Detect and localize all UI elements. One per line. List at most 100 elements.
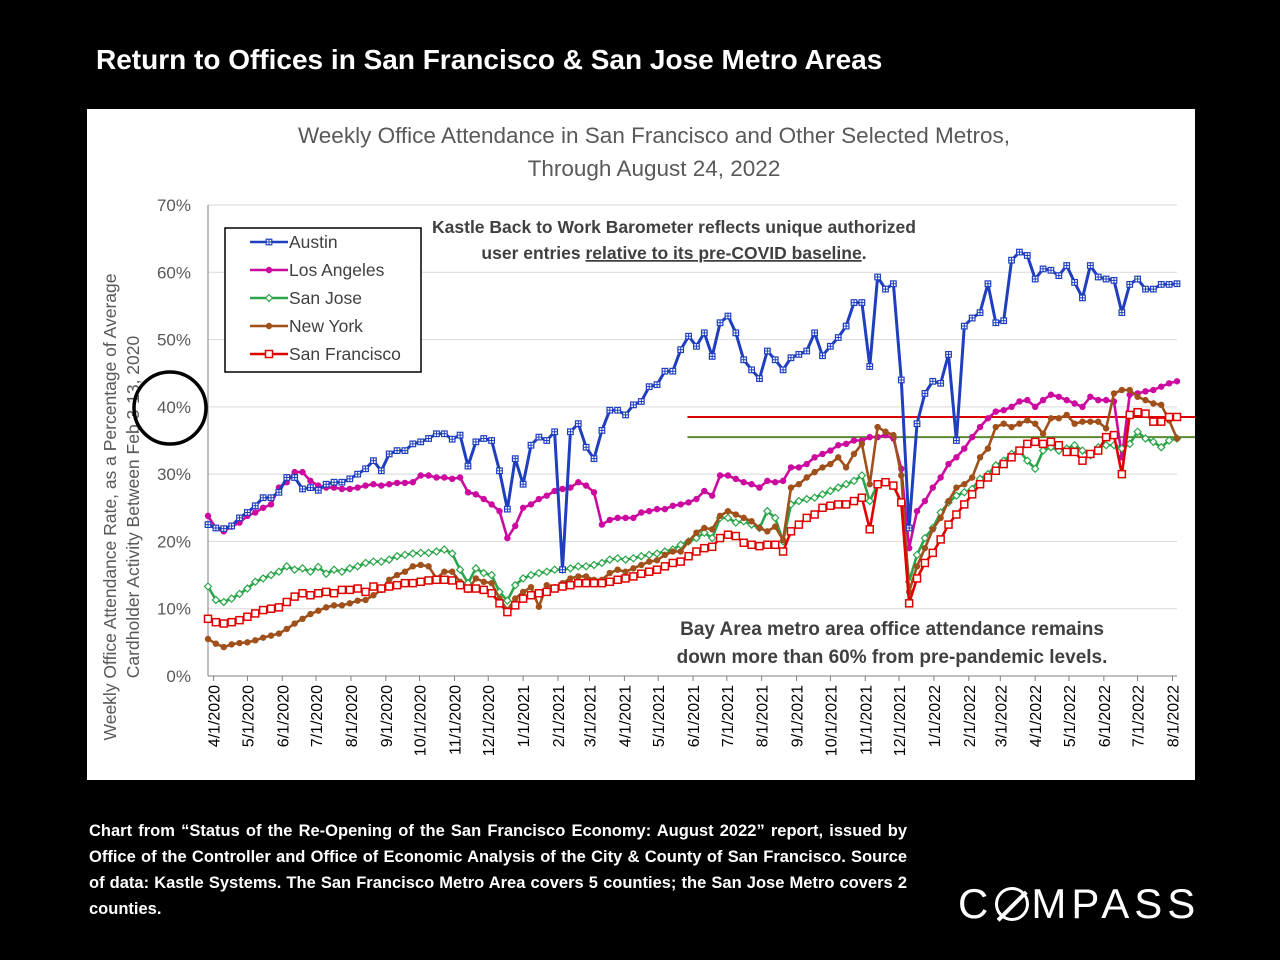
data-point-marker [330,484,338,491]
data-point-marker [953,454,960,461]
annotation-bottom-line1: Bay Area metro area office attendance re… [680,619,1104,640]
data-point-cross [266,239,272,245]
data-point-marker [644,567,654,576]
data-point-marker [622,514,629,522]
data-point-marker [786,527,796,536]
x-tick-label: 10/1/2020 [413,685,430,756]
data-point-marker [575,479,582,486]
data-point-marker [889,481,898,490]
data-point-cross [386,451,392,457]
data-point-cross [559,566,566,573]
data-point-marker [370,592,377,599]
data-point-cross [1016,249,1023,255]
data-point-cross [323,481,329,488]
data-point-marker [274,567,284,577]
data-point-marker [203,614,213,624]
series-line [206,380,1178,550]
data-point-marker [645,507,653,515]
data-point-cross [851,299,857,306]
legend-item-san-francisco: San Francisco [250,344,401,364]
data-point-marker [1101,432,1111,442]
data-point-marker [581,578,591,588]
data-point-marker [1165,380,1173,387]
data-point-marker [290,565,300,575]
data-point-marker [898,472,905,479]
data-point-marker [921,497,929,505]
x-tick-label: 12/1/2020 [481,685,498,756]
data-point-marker [306,591,315,600]
data-point-marker [251,609,260,618]
data-point-marker [1038,439,1048,449]
data-point-cross [914,420,920,427]
data-point-cross [567,428,574,435]
data-point-cross [725,313,731,319]
data-point-marker [1156,442,1166,452]
x-tick-label: 11/1/2020 [447,685,464,755]
data-point-marker [772,479,779,486]
data-point-marker [819,450,826,458]
data-point-cross [252,502,259,509]
data-point-cross [488,437,495,444]
data-point-marker [307,610,314,618]
data-point-marker [275,630,283,637]
annotation-top-line2-post: . [862,243,867,263]
data-point-cross [890,280,897,287]
annotation-top-line2-pre: user entries [481,243,585,263]
data-point-marker [250,577,260,587]
data-point-marker [818,503,827,513]
data-point-marker [1030,464,1040,474]
data-point-marker [756,484,763,491]
series-new-york [204,386,1181,651]
data-point-cross [1032,276,1038,282]
data-point-marker [252,637,259,644]
data-point-cross [1150,286,1157,292]
data-point-marker [912,574,922,583]
data-point-marker [795,464,803,471]
data-point-marker [991,466,1001,476]
data-point-cross [236,515,243,521]
series-san-jose [203,427,1182,607]
data-point-marker [779,536,787,544]
data-point-marker [866,433,873,441]
data-point-marker [1063,411,1070,419]
data-point-marker [550,565,559,575]
data-point-marker [542,587,552,597]
data-point-marker [384,555,394,564]
data-point-cross [835,334,842,341]
data-point-marker [265,266,273,274]
data-point-marker [605,555,615,564]
data-point-marker [1125,410,1134,420]
data-point-marker [920,558,930,568]
data-point-marker [945,460,952,468]
data-point-marker [1039,396,1047,404]
data-point-marker [1047,391,1055,398]
data-point-marker [944,520,953,529]
axes: 0% 10% 20% 30% 40% 50% 60% 70% 4/1/2020 5/1/2020 6… [157,196,1183,756]
data-point-marker [543,581,550,589]
data-point-marker [677,501,684,508]
data-point-marker [471,563,481,573]
data-point-cross [339,479,345,486]
data-point-marker [1055,393,1063,400]
data-point-marker [441,568,448,575]
data-point-marker [219,619,229,628]
data-point-marker [731,531,741,541]
y-axis-label-line1: Weekly Office Attendance Rate, as a Perc… [100,274,120,741]
data-point-cross [756,375,763,382]
data-point-cross [748,367,755,373]
data-point-marker [282,597,292,607]
data-point-marker [432,575,441,585]
data-point-marker [1024,396,1031,404]
data-point-cross [827,343,834,350]
data-point-marker [1125,439,1135,449]
data-point-marker [385,576,393,583]
data-point-marker [298,588,307,598]
data-point-marker [330,602,338,609]
data-point-marker [495,599,504,608]
data-point-cross [543,437,550,444]
data-point-cross [646,383,652,390]
data-point-marker [959,487,969,497]
data-point-marker [748,518,755,525]
data-point-marker [842,440,850,448]
data-point-marker [1079,418,1086,425]
